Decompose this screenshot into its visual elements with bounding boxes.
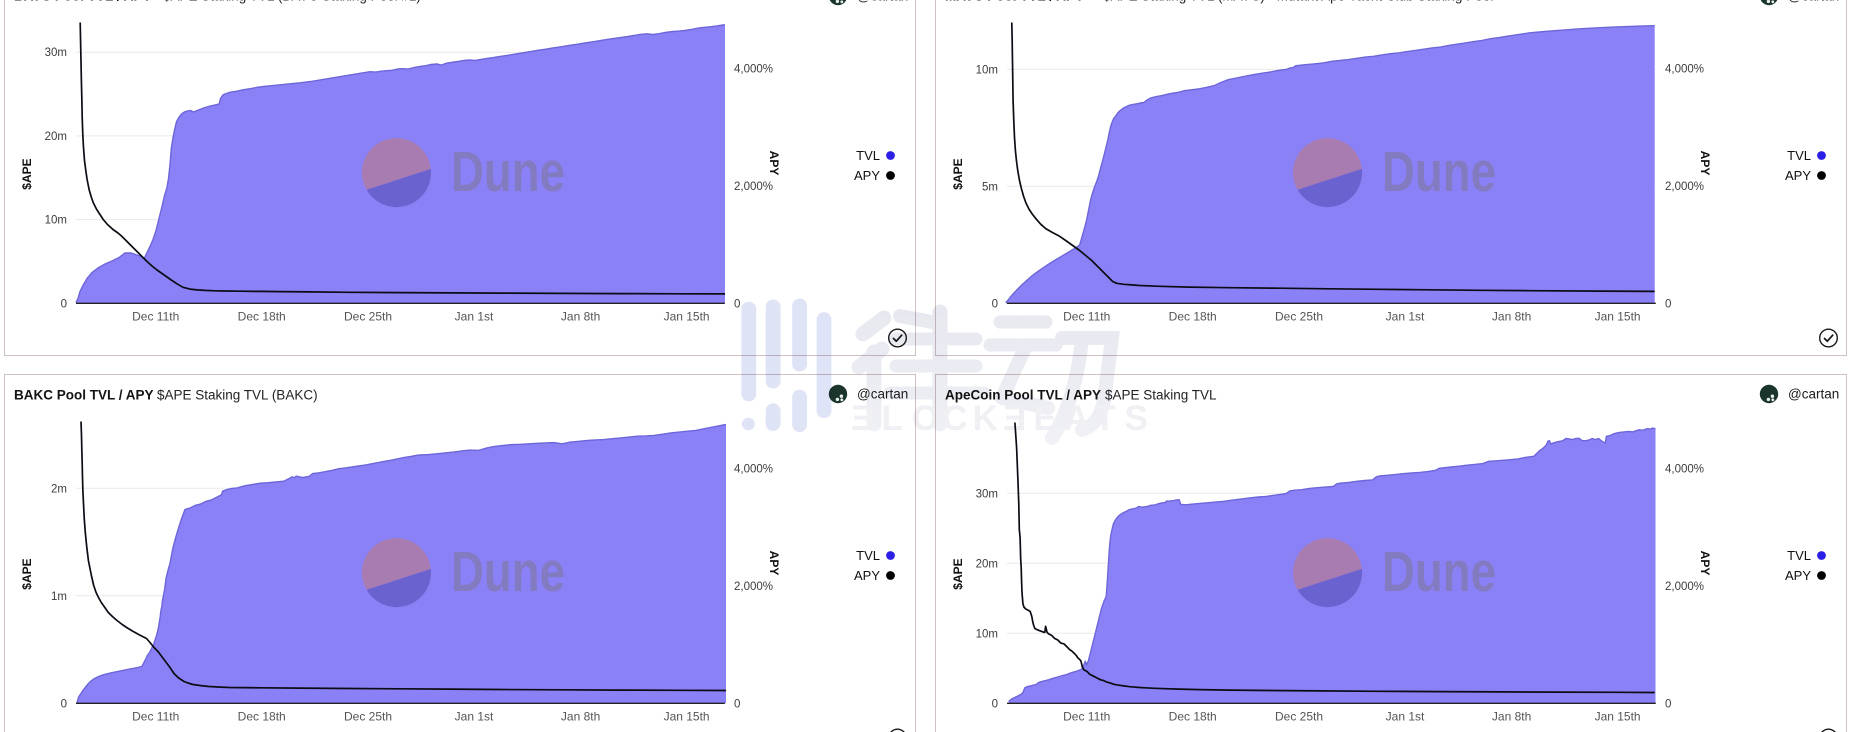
svg-text:APY: APY xyxy=(854,568,880,583)
svg-text:Jan 1st: Jan 1st xyxy=(455,310,494,324)
svg-text:Jan 15th: Jan 15th xyxy=(664,310,710,324)
svg-text:0: 0 xyxy=(61,298,67,310)
svg-text:4,000%: 4,000% xyxy=(734,464,773,476)
svg-text:TVL: TVL xyxy=(1787,548,1811,563)
svg-text:Dec 18th: Dec 18th xyxy=(1169,710,1217,724)
svg-text:Jan 15th: Jan 15th xyxy=(1595,310,1641,324)
svg-text:$APE: $APE xyxy=(951,558,965,589)
svg-text:0: 0 xyxy=(1665,298,1671,310)
svg-text:30m: 30m xyxy=(976,488,998,500)
svg-text:2,000%: 2,000% xyxy=(1665,581,1704,593)
svg-text:@cartan: @cartan xyxy=(1788,387,1839,402)
svg-text:10m: 10m xyxy=(45,215,67,227)
svg-text:BAKC Pool TVL / APY: BAKC Pool TVL / APY xyxy=(14,388,154,403)
svg-text:Dec 25th: Dec 25th xyxy=(1275,310,1323,324)
svg-text:20m: 20m xyxy=(45,131,67,143)
svg-text:$APE Staking TVL (BAKC): $APE Staking TVL (BAKC) xyxy=(157,388,318,403)
svg-text:MAYC Pool TVL / APY: MAYC Pool TVL / APY xyxy=(945,0,1084,4)
svg-text:APY: APY xyxy=(1698,551,1712,576)
svg-text:$APE Staking TVL (BAYC Staking: $APE Staking TVL (BAYC Staking Pool #1) xyxy=(163,0,421,4)
svg-text:20m: 20m xyxy=(976,558,998,570)
svg-text:Dune: Dune xyxy=(1382,140,1496,204)
svg-text:Jan 8th: Jan 8th xyxy=(561,310,600,324)
svg-text:Dec 11th: Dec 11th xyxy=(132,310,179,324)
svg-text:Dec 18th: Dec 18th xyxy=(1169,310,1217,324)
svg-text:Dune: Dune xyxy=(451,540,565,604)
svg-text:Jan 1st: Jan 1st xyxy=(455,710,494,724)
svg-text:Jan 8th: Jan 8th xyxy=(561,710,600,724)
svg-text:Dec 11th: Dec 11th xyxy=(132,710,179,724)
svg-text:2m: 2m xyxy=(51,483,67,495)
svg-text:Dec 18th: Dec 18th xyxy=(238,310,286,324)
svg-text:0: 0 xyxy=(992,698,998,710)
svg-text:APY: APY xyxy=(1698,151,1712,176)
svg-text:Dec 25th: Dec 25th xyxy=(1275,710,1323,724)
svg-text:2,000%: 2,000% xyxy=(734,181,773,193)
svg-text:0: 0 xyxy=(61,698,67,710)
svg-text:Jan 8th: Jan 8th xyxy=(1492,310,1531,324)
svg-text:APY: APY xyxy=(854,168,880,183)
svg-text:4,000%: 4,000% xyxy=(1665,64,1704,76)
svg-text:Dec 11th: Dec 11th xyxy=(1063,310,1110,324)
svg-text:APY: APY xyxy=(1785,568,1811,583)
svg-text:APY: APY xyxy=(1785,168,1811,183)
svg-text:Jan 1st: Jan 1st xyxy=(1386,710,1425,724)
svg-text:5m: 5m xyxy=(982,181,998,193)
svg-text:Dune: Dune xyxy=(451,140,565,204)
svg-text:APY: APY xyxy=(767,551,781,576)
svg-text:$APE Staking TVL (MAYC) - Muta: $APE Staking TVL (MAYC) - Mutant Ape Yac… xyxy=(1103,0,1493,4)
svg-text:1m: 1m xyxy=(51,591,67,603)
svg-text:Dec 25th: Dec 25th xyxy=(344,310,392,324)
svg-text:2,000%: 2,000% xyxy=(734,581,773,593)
svg-text:0: 0 xyxy=(734,698,740,710)
svg-text:Jan 15th: Jan 15th xyxy=(664,710,710,724)
svg-text:Dec 25th: Dec 25th xyxy=(344,710,392,724)
svg-text:$APE Staking TVL: $APE Staking TVL xyxy=(1105,388,1217,403)
svg-text:30m: 30m xyxy=(45,47,67,59)
svg-text:0: 0 xyxy=(734,298,740,310)
svg-text:10m: 10m xyxy=(976,64,998,76)
svg-text:ApeCoin Pool TVL / APY: ApeCoin Pool TVL / APY xyxy=(945,388,1101,403)
svg-text:4,000%: 4,000% xyxy=(734,64,773,76)
svg-text:4,000%: 4,000% xyxy=(1665,464,1704,476)
svg-text:0: 0 xyxy=(1665,698,1671,710)
svg-text:Dune: Dune xyxy=(1382,540,1496,604)
svg-text:TVL: TVL xyxy=(856,548,880,563)
svg-text:$APE: $APE xyxy=(20,558,34,589)
svg-text:@cartan: @cartan xyxy=(857,387,908,402)
svg-text:Jan 15th: Jan 15th xyxy=(1595,710,1641,724)
svg-text:TVL: TVL xyxy=(856,148,880,163)
svg-text:$APE: $APE xyxy=(20,158,34,189)
svg-text:Dec 11th: Dec 11th xyxy=(1063,710,1110,724)
svg-text:2,000%: 2,000% xyxy=(1665,181,1704,193)
svg-text:Jan 8th: Jan 8th xyxy=(1492,710,1531,724)
svg-text:0: 0 xyxy=(992,298,998,310)
svg-text:APY: APY xyxy=(767,151,781,176)
svg-text:TVL: TVL xyxy=(1787,148,1811,163)
svg-text:Dec 18th: Dec 18th xyxy=(238,710,286,724)
svg-text:10m: 10m xyxy=(976,628,998,640)
svg-text:Jan 1st: Jan 1st xyxy=(1386,310,1425,324)
svg-text:@cartan: @cartan xyxy=(857,0,908,4)
svg-text:@cartan: @cartan xyxy=(1788,0,1839,4)
svg-text:BAYC Pool TVL / APY: BAYC Pool TVL / APY xyxy=(14,0,152,4)
svg-text:$APE: $APE xyxy=(951,158,965,189)
